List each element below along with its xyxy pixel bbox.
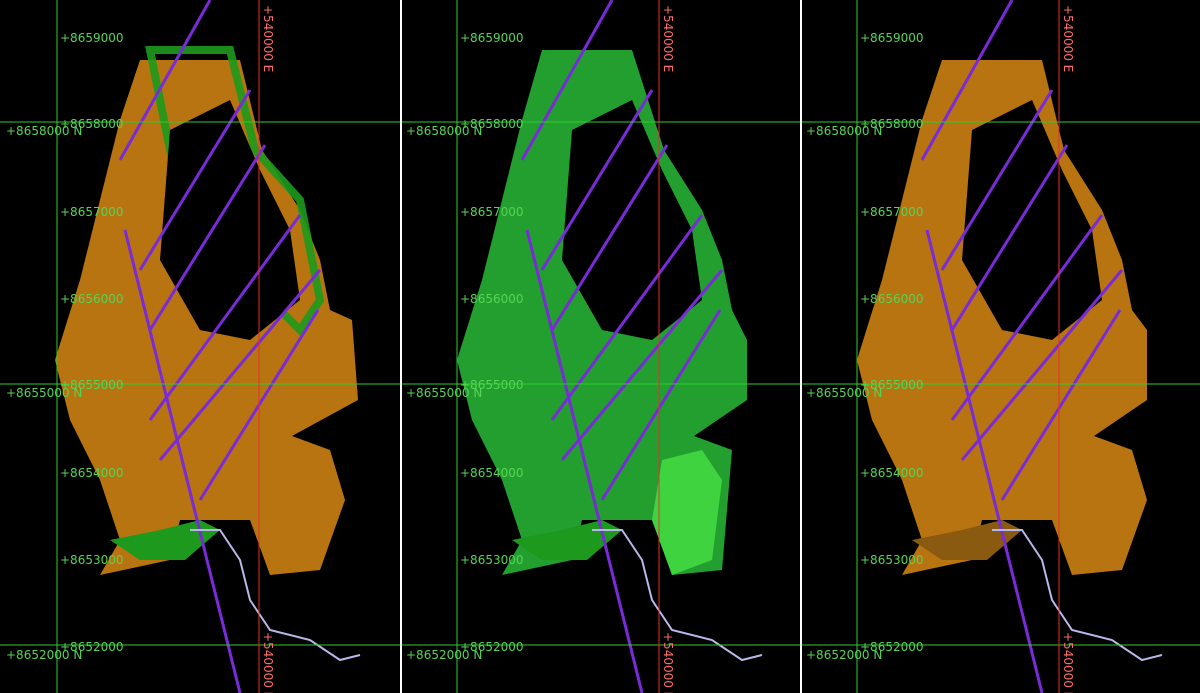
inner-hole-panel-1 (160, 100, 300, 340)
easting-label-bottom: +540000 E (1061, 632, 1075, 693)
northing-label-8654000: +8654000 (460, 466, 524, 480)
northing-label-8657000: +8657000 (60, 205, 124, 219)
northing-label-8653000: +8653000 (460, 553, 524, 567)
drillholes-panel-2 (520, 0, 724, 693)
northing-axis-label-8655000: +8655000 N (406, 386, 483, 400)
northing-label-8658000: +8658000 (60, 117, 124, 131)
drillholes-panel-3 (920, 0, 1124, 693)
northing-label-8657000: +8657000 (460, 205, 524, 219)
traverse-line-panel-2 (592, 529, 763, 662)
viewport-panel-3[interactable]: +8659000 +8658000 N +8658000 +8657000 +8… (802, 0, 1200, 693)
inner-hole-panel-2 (562, 100, 702, 340)
northing-label-8656000: +8656000 (460, 292, 524, 306)
easting-label-bottom: +540000 E (661, 632, 675, 693)
viewport-panel-1[interactable]: +8659000 +8658000 N +8658000 +8657000 +8… (0, 0, 400, 693)
northing-label-8655000: +8655000 (860, 378, 924, 392)
scene-panel-3[interactable] (802, 0, 1200, 693)
inner-hole-panel-3 (962, 100, 1102, 340)
northing-axis-label-8658000: +8658000 N (6, 124, 83, 138)
traverse-line-panel-1 (190, 529, 361, 662)
panel-divider-2[interactable] (800, 0, 802, 693)
panel-divider-1[interactable] (400, 0, 402, 693)
northing-axis-label-8652000: +8652000 N (406, 648, 483, 662)
northing-label-8659000: +8659000 (460, 31, 524, 45)
northing-label-8654000: +8654000 (860, 466, 924, 480)
northing-label-8653000: +8653000 (860, 553, 924, 567)
northing-axis-label-8655000: +8655000 N (6, 386, 83, 400)
northing-grid-panel-1 (0, 0, 400, 693)
easting-label-top: +540000 E (661, 5, 675, 73)
northing-label-8659000: +8659000 (860, 31, 924, 45)
northing-label-8654000: +8654000 (60, 466, 124, 480)
northing-label-8652000: +8652000 (860, 640, 924, 654)
viewport-panel-2[interactable]: +8659000 +8658000 N +8658000 +8657000 +8… (402, 0, 800, 693)
northing-grid-panel-3 (802, 0, 1200, 693)
northing-axis-label-8652000: +8652000 N (6, 648, 83, 662)
easting-label-top: +540000 E (1061, 5, 1075, 73)
northing-label-8657000: +8657000 (860, 205, 924, 219)
northing-grid-panel-2 (402, 0, 800, 693)
northing-label-8656000: +8656000 (60, 292, 124, 306)
northing-label-8655000: +8655000 (460, 378, 524, 392)
drillholes-panel-1 (118, 0, 322, 693)
northing-label-8656000: +8656000 (860, 292, 924, 306)
scene-panel-1[interactable] (0, 0, 400, 693)
northing-axis-label-8658000: +8658000 N (806, 124, 883, 138)
northing-label-8658000: +8658000 (460, 117, 524, 131)
northing-label-8652000: +8652000 (60, 640, 124, 654)
northing-axis-label-8655000: +8655000 N (806, 386, 883, 400)
northing-label-8658000: +8658000 (860, 117, 924, 131)
easting-label-bottom: +540000 E (261, 632, 275, 693)
northing-axis-label-8658000: +8658000 N (406, 124, 483, 138)
scene-panel-2[interactable] (402, 0, 800, 693)
northing-label-8653000: +8653000 (60, 553, 124, 567)
northing-axis-label-8652000: +8652000 N (806, 648, 883, 662)
northing-label-8652000: +8652000 (460, 640, 524, 654)
easting-label-top: +540000 E (261, 5, 275, 73)
northing-label-8655000: +8655000 (60, 378, 124, 392)
traverse-line-panel-3 (992, 529, 1163, 662)
bright-green-lobe-panel-2 (652, 450, 722, 575)
northing-label-8659000: +8659000 (60, 31, 124, 45)
